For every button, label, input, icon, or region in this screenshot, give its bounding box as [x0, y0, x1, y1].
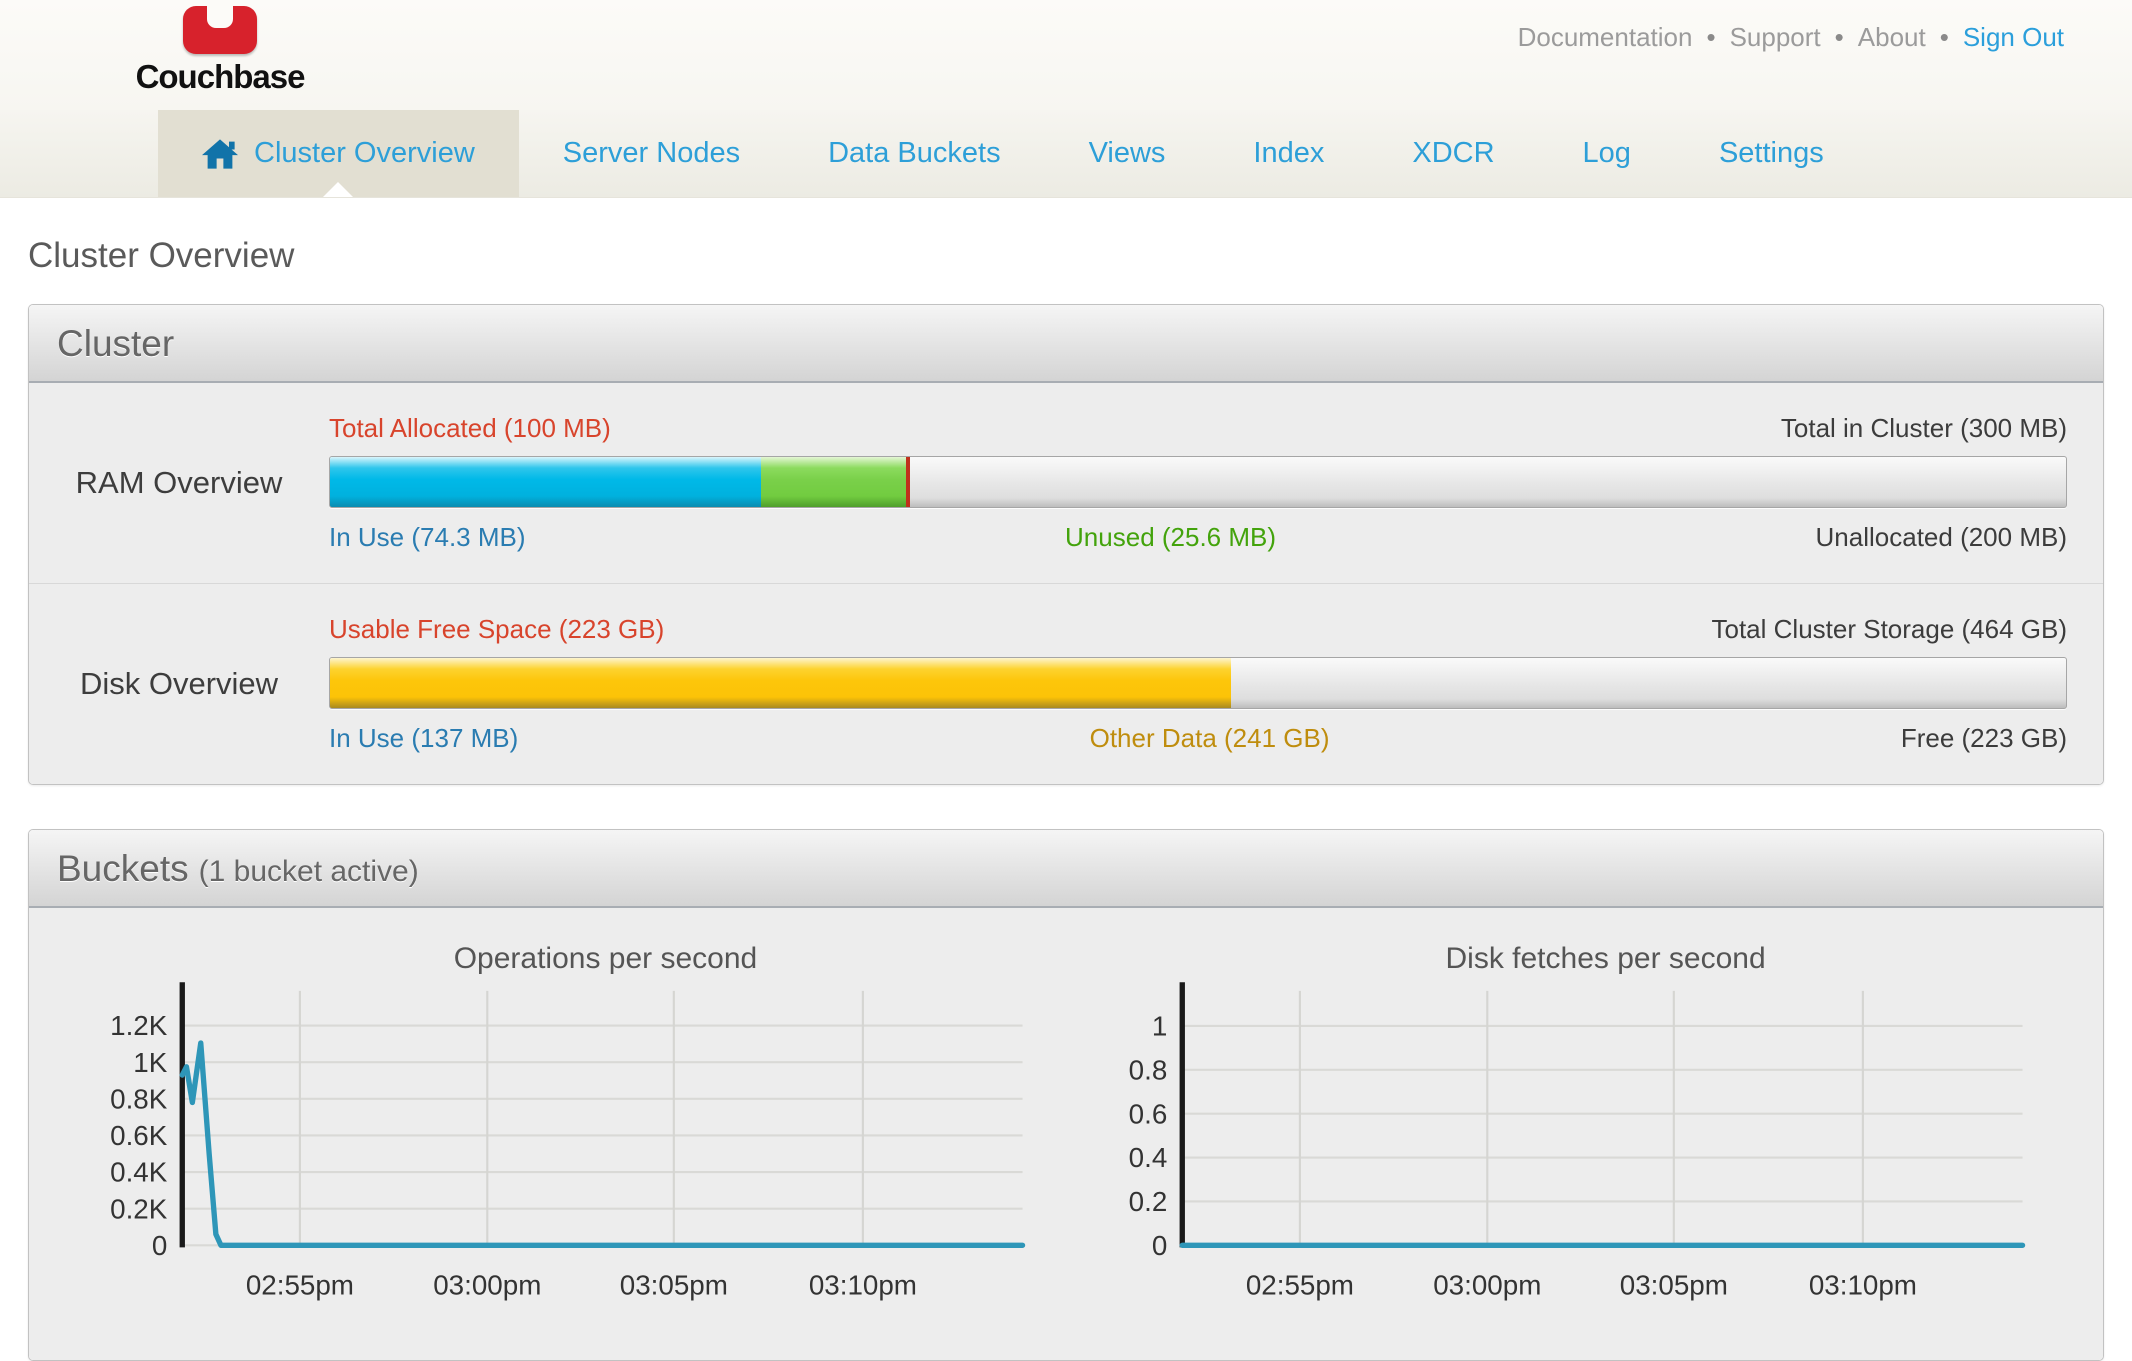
tab-log[interactable]: Log [1539, 110, 1675, 197]
ram-in-use-segment [330, 457, 761, 507]
svg-text:0.8K: 0.8K [110, 1083, 168, 1114]
sign-out-link[interactable]: Sign Out [1962, 22, 2064, 52]
ram-overview-body: Total Allocated (100 MB) Total in Cluste… [329, 413, 2067, 553]
disk-fetches-chart: Disk fetches per second 1 0.8 0.6 0.4 0.2 0 02… [1101, 942, 2031, 1312]
buckets-panel-title: Buckets [57, 848, 189, 889]
couchbase-logo-text: Couchbase [135, 58, 306, 95]
disk-fetches-chart-svg: 1 0.8 0.6 0.4 0.2 0 02:55pm 03:00pm 03:05pm 03:10… [1129, 982, 2026, 1300]
svg-text:03:10pm: 03:10pm [1809, 1269, 1917, 1300]
ram-total-allocated-label: Total Allocated (100 MB) [329, 413, 611, 443]
svg-text:03:10pm: 03:10pm [809, 1269, 917, 1300]
home-icon [202, 138, 238, 169]
buckets-panel-body: Operations per second 1.2K 1K 0.8K 0.6K 0.4K… [29, 908, 2103, 1360]
tab-label: Settings [1718, 137, 1824, 169]
disk-in-use-label: In Use (137 MB) [329, 723, 519, 753]
ram-allocated-marker [906, 457, 911, 507]
operations-chart: Operations per second 1.2K 1K 0.8K 0.6K 0.4K… [101, 942, 1031, 1312]
ram-unused-segment [760, 457, 909, 507]
disk-fetches-chart-title: Disk fetches per second [1445, 942, 1766, 975]
svg-text:03:05pm: 03:05pm [1620, 1269, 1728, 1300]
svg-text:1.2K: 1.2K [110, 1010, 168, 1041]
tab-label: Views [1088, 137, 1166, 169]
ram-unallocated-label: Unallocated (200 MB) [1815, 522, 2067, 552]
svg-text:0.2K: 0.2K [110, 1193, 168, 1224]
about-link[interactable]: About [1857, 22, 1926, 52]
disk-usage-bar [329, 657, 2067, 709]
disk-free-label: Free (223 GB) [1900, 723, 2067, 753]
svg-text:1K: 1K [133, 1047, 167, 1078]
cluster-panel: Cluster RAM Overview Total Allocated (10… [28, 304, 2104, 785]
main-nav: Cluster Overview Server Nodes Data Bucke… [0, 110, 2132, 198]
cluster-panel-title: Cluster [57, 323, 175, 364]
disk-total-cluster-storage-label: Total Cluster Storage (464 GB) [1711, 614, 2068, 644]
link-separator: • [1706, 22, 1716, 52]
tab-views[interactable]: Views [1045, 110, 1210, 197]
disk-other-data-segment [330, 658, 1231, 708]
svg-text:02:55pm: 02:55pm [246, 1269, 354, 1300]
disk-overview-label: Disk Overview [79, 666, 279, 701]
buckets-panel: Buckets (1 bucket active) Operations per … [28, 829, 2104, 1361]
buckets-panel-header: Buckets (1 bucket active) [29, 830, 2103, 908]
couchbase-logo: Couchbase [120, 6, 320, 96]
tab-label: XDCR [1412, 137, 1495, 169]
svg-text:0.6K: 0.6K [110, 1120, 168, 1151]
operations-chart-svg: 1.2K 1K 0.8K 0.6K 0.4K 0.2K 0 02:55pm 03:00pm 03:… [110, 982, 1026, 1300]
disk-other-data-label: Other Data (241 GB) [1089, 723, 1330, 753]
ram-overview-label: RAM Overview [75, 465, 283, 500]
svg-text:03:05pm: 03:05pm [620, 1269, 728, 1300]
cluster-panel-header: Cluster [29, 305, 2103, 383]
couchbase-logo-icon [183, 6, 257, 54]
svg-text:03:00pm: 03:00pm [1433, 1269, 1541, 1300]
tab-xdcr[interactable]: XDCR [1368, 110, 1538, 197]
svg-text:0.4K: 0.4K [110, 1157, 168, 1188]
svg-text:0: 0 [1152, 1230, 1167, 1261]
tab-label: Index [1253, 137, 1325, 169]
svg-text:1: 1 [1152, 1011, 1167, 1042]
buckets-panel-subtitle: (1 bucket active) [198, 855, 419, 888]
tab-data-buckets[interactable]: Data Buckets [784, 110, 1044, 197]
documentation-link[interactable]: Documentation [1517, 22, 1693, 52]
tab-label: Log [1582, 137, 1631, 169]
tab-index[interactable]: Index [1209, 110, 1368, 197]
link-separator: • [1939, 22, 1949, 52]
svg-text:0.8: 0.8 [1129, 1054, 1168, 1085]
top-header: Couchbase Documentation • Support • About • Si… [0, 0, 2132, 110]
ram-usage-bar [329, 456, 2067, 508]
svg-text:0: 0 [152, 1230, 167, 1261]
svg-text:03:00pm: 03:00pm [433, 1269, 541, 1300]
link-separator: • [1834, 22, 1844, 52]
tab-settings[interactable]: Settings [1675, 110, 1868, 197]
svg-text:02:55pm: 02:55pm [1246, 1269, 1354, 1300]
svg-text:0.2: 0.2 [1129, 1186, 1168, 1217]
page-title: Cluster Overview [28, 236, 295, 275]
svg-text:0.6: 0.6 [1129, 1098, 1168, 1129]
tab-label: Server Nodes [562, 137, 741, 169]
tab-label: Data Buckets [828, 137, 1001, 169]
main-content: Cluster Overview Cluster RAM Overview To… [0, 198, 2132, 1361]
support-link[interactable]: Support [1729, 22, 1821, 52]
ram-total-in-cluster-label: Total in Cluster (300 MB) [1780, 413, 2067, 443]
header-links: Documentation • Support • About • Sign Out [1518, 22, 2064, 53]
cluster-panel-body: RAM Overview Total Allocated (100 MB) To… [29, 383, 2103, 784]
tab-cluster-overview[interactable]: Cluster Overview [158, 110, 519, 197]
disk-overview-row: Disk Overview Usable Free Space (223 GB)… [29, 583, 2103, 784]
disk-usable-free-space-label: Usable Free Space (223 GB) [329, 614, 665, 644]
svg-text:0.4: 0.4 [1129, 1142, 1168, 1173]
ram-overview-row: RAM Overview Total Allocated (100 MB) To… [29, 383, 2103, 583]
disk-overview-body: Usable Free Space (223 GB) Total Cluster… [329, 614, 2067, 754]
tab-server-nodes[interactable]: Server Nodes [519, 110, 784, 197]
ram-unused-label: Unused (25.6 MB) [1065, 522, 1277, 552]
ram-in-use-label: In Use (74.3 MB) [329, 522, 526, 552]
tab-label: Cluster Overview [254, 137, 475, 169]
operations-chart-title: Operations per second [453, 942, 758, 975]
